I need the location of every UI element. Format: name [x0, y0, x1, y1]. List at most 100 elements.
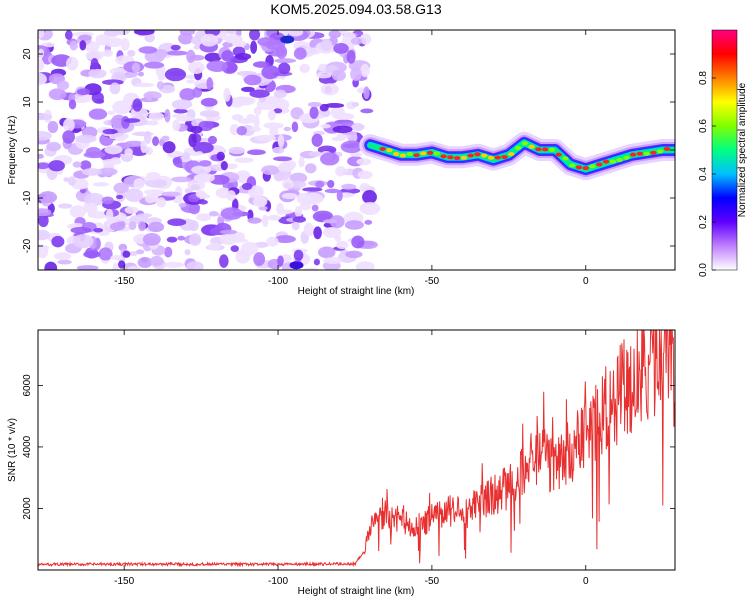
noise-blob — [276, 203, 285, 215]
signal-hotspot — [589, 164, 596, 169]
noise-blob — [265, 39, 286, 51]
signal-hotspot — [548, 147, 556, 152]
spectrogram-x-ticks: -150 -100 -50 0 — [114, 30, 589, 287]
noise-blob — [190, 125, 203, 134]
y-tick-label: 10 — [22, 96, 33, 108]
noise-blob — [204, 52, 222, 63]
noise-blob — [231, 114, 244, 121]
signal-hotspot — [420, 151, 427, 156]
signal-hotspot — [474, 152, 481, 157]
noise-blob — [350, 37, 363, 45]
signal-hotspot — [487, 155, 495, 160]
noise-blob — [309, 106, 319, 119]
noise-blob — [128, 221, 137, 231]
noise-blob — [359, 201, 381, 215]
noise-blob — [70, 226, 92, 234]
noise-blob — [199, 160, 212, 167]
signal-hotspot — [514, 145, 522, 150]
signal-hotspot — [636, 151, 644, 156]
noise-blob — [311, 133, 323, 147]
noise-blob — [134, 82, 155, 88]
signal-hotspot — [508, 152, 515, 157]
noise-blob — [114, 30, 130, 36]
noise-blob — [360, 108, 374, 114]
noise-blob — [351, 235, 365, 249]
x-tick-label: -100 — [268, 576, 288, 587]
noise-blob — [247, 149, 266, 156]
noise-blob — [84, 192, 105, 207]
noise-blob — [135, 249, 145, 255]
noise-blob — [261, 214, 269, 228]
snr-y-label: SNR (10 * v/v) — [7, 418, 18, 482]
noise-blob — [46, 141, 62, 152]
noise-blob — [357, 262, 365, 270]
noise-blob — [274, 58, 297, 64]
noise-blob — [90, 58, 99, 70]
noise-blob — [199, 110, 220, 118]
noise-blob — [93, 228, 104, 233]
noise-blob — [112, 100, 132, 115]
noise-blob — [195, 151, 203, 156]
noise-blob — [124, 206, 139, 214]
signal-hotspot — [569, 163, 576, 168]
noise-blob — [228, 238, 249, 243]
noise-blob — [254, 134, 277, 142]
noise-blob — [88, 108, 108, 120]
noise-blob — [104, 144, 123, 155]
x-tick-label: -150 — [114, 576, 134, 587]
noise-blob — [82, 168, 102, 176]
noise-blob — [253, 252, 266, 267]
noise-blob — [85, 50, 104, 61]
noise-blob — [69, 40, 78, 51]
noise-blob — [261, 65, 280, 80]
signal-hotspot — [602, 159, 610, 164]
noise-blob — [288, 30, 304, 37]
noise-blob — [172, 156, 182, 165]
noise-blob — [241, 182, 253, 190]
noise-blob — [247, 217, 262, 224]
noise-blob — [294, 205, 303, 218]
noise-blob — [178, 202, 187, 208]
spectrogram-noise — [38, 30, 381, 270]
noise-blob — [129, 251, 138, 256]
signal-hotspot — [555, 152, 562, 157]
noise-blob — [341, 183, 357, 190]
x-tick-label: 0 — [583, 276, 589, 287]
noise-blob — [186, 79, 195, 84]
spectrogram-y-label: Frequency (Hz) — [7, 116, 18, 185]
noise-blob — [304, 163, 317, 174]
signal-hotspot — [616, 157, 623, 162]
noise-blob — [131, 131, 154, 137]
noise-blob — [167, 218, 187, 227]
noise-blob — [62, 130, 75, 144]
y-tick-label: -20 — [22, 238, 33, 253]
noise-blob — [48, 88, 67, 101]
noise-blob — [208, 210, 219, 217]
colorbar: 0.0 0.2 0.4 0.6 0.8 Normalized spectral ampl… — [698, 29, 748, 277]
noise-blob — [177, 235, 186, 241]
noise-blob — [302, 267, 320, 270]
signal-hotspot — [528, 144, 535, 149]
noise-blob — [170, 176, 192, 183]
noise-blob — [56, 80, 70, 91]
noise-blob — [107, 110, 115, 116]
noise-blob — [236, 125, 248, 136]
noise-blob — [188, 220, 199, 232]
noise-blob — [161, 191, 181, 197]
noise-blob — [359, 33, 372, 45]
signal-hotspot — [406, 151, 413, 156]
noise-blob — [131, 62, 141, 73]
noise-blob — [243, 74, 262, 86]
colorbar-ticks: 0.0 0.2 0.4 0.6 0.8 — [698, 71, 716, 277]
signal-hotspot — [623, 155, 630, 160]
noise-blob — [235, 250, 251, 264]
noise-blob — [316, 73, 332, 79]
signal-hotspot — [582, 166, 589, 171]
noise-blob — [339, 30, 348, 34]
snr-panel: -150 -100 -50 0 2000 4000 6000 Height of stra… — [7, 329, 676, 597]
noise-blob — [38, 130, 52, 141]
noise-blob — [88, 68, 107, 79]
noise-blob — [38, 58, 45, 72]
noise-blob — [101, 196, 114, 205]
signal-hotspot — [386, 148, 393, 153]
